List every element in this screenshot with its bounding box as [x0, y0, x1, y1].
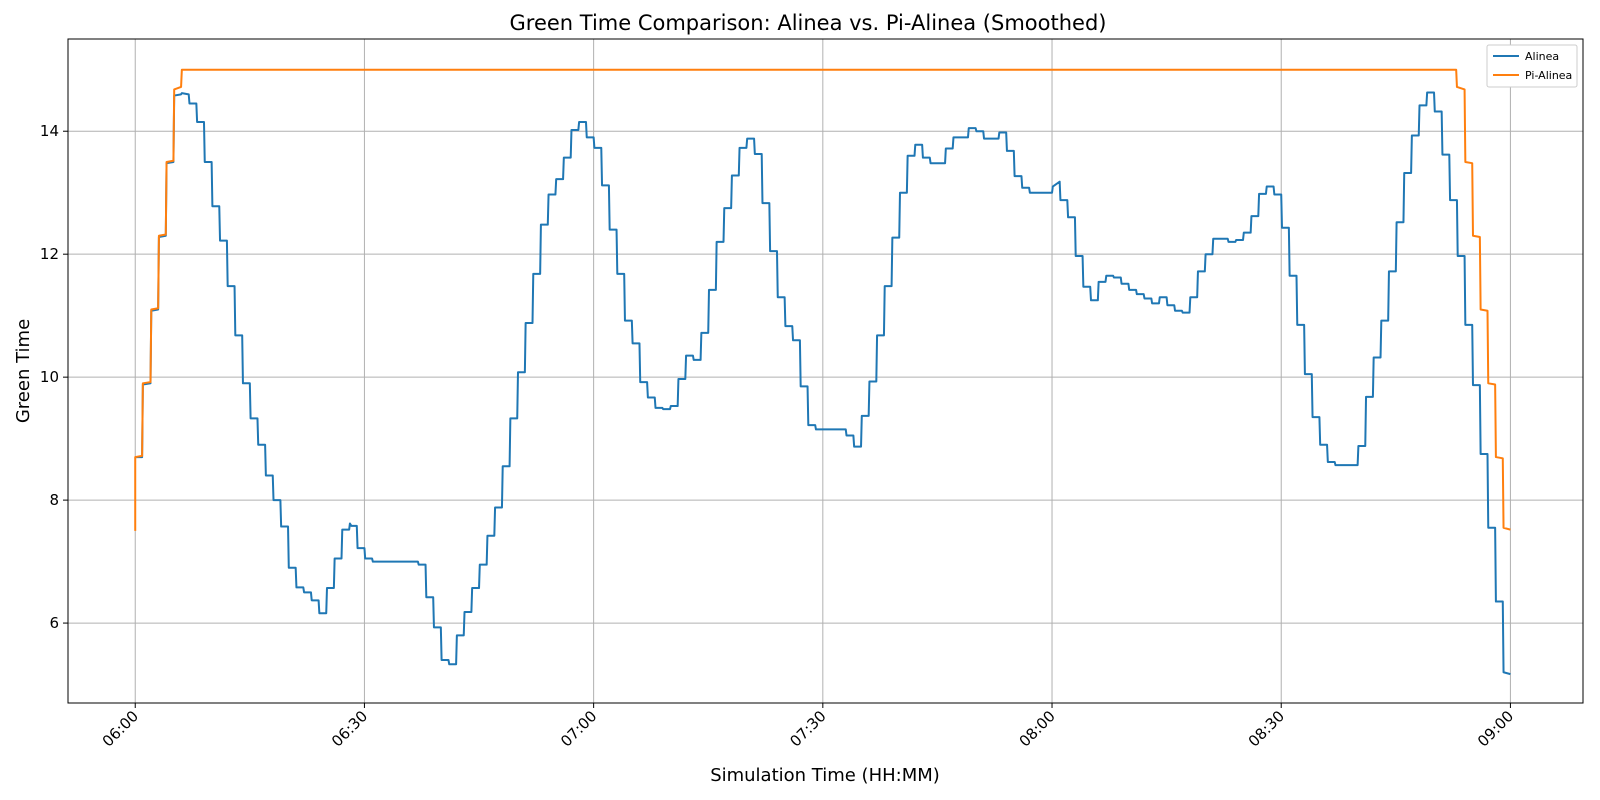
y-tick-label: 6	[49, 614, 59, 632]
legend: Alinea Pi-Alinea	[1486, 44, 1578, 88]
y-tick-label: 8	[49, 491, 59, 509]
grid-lines	[68, 39, 1583, 703]
y-tick-label: 10	[40, 368, 59, 386]
chart-title: Green Time Comparison: Alinea vs. Pi-Ali…	[510, 11, 1107, 35]
legend-label-pi-alinea: Pi-Alinea	[1525, 69, 1572, 82]
y-tick-label: 14	[40, 122, 59, 140]
plot-frame	[67, 38, 1584, 704]
series-group	[134, 68, 1511, 676]
series-line-pi-alinea	[134, 68, 1511, 531]
series-line-alinea	[135, 91, 1511, 676]
y-tick-label: 12	[40, 245, 59, 263]
x-axis-label: Simulation Time (HH:MM)	[710, 765, 940, 786]
y-axis-label: Green Time	[13, 319, 34, 423]
legend-label-alinea: Alinea	[1525, 50, 1559, 63]
